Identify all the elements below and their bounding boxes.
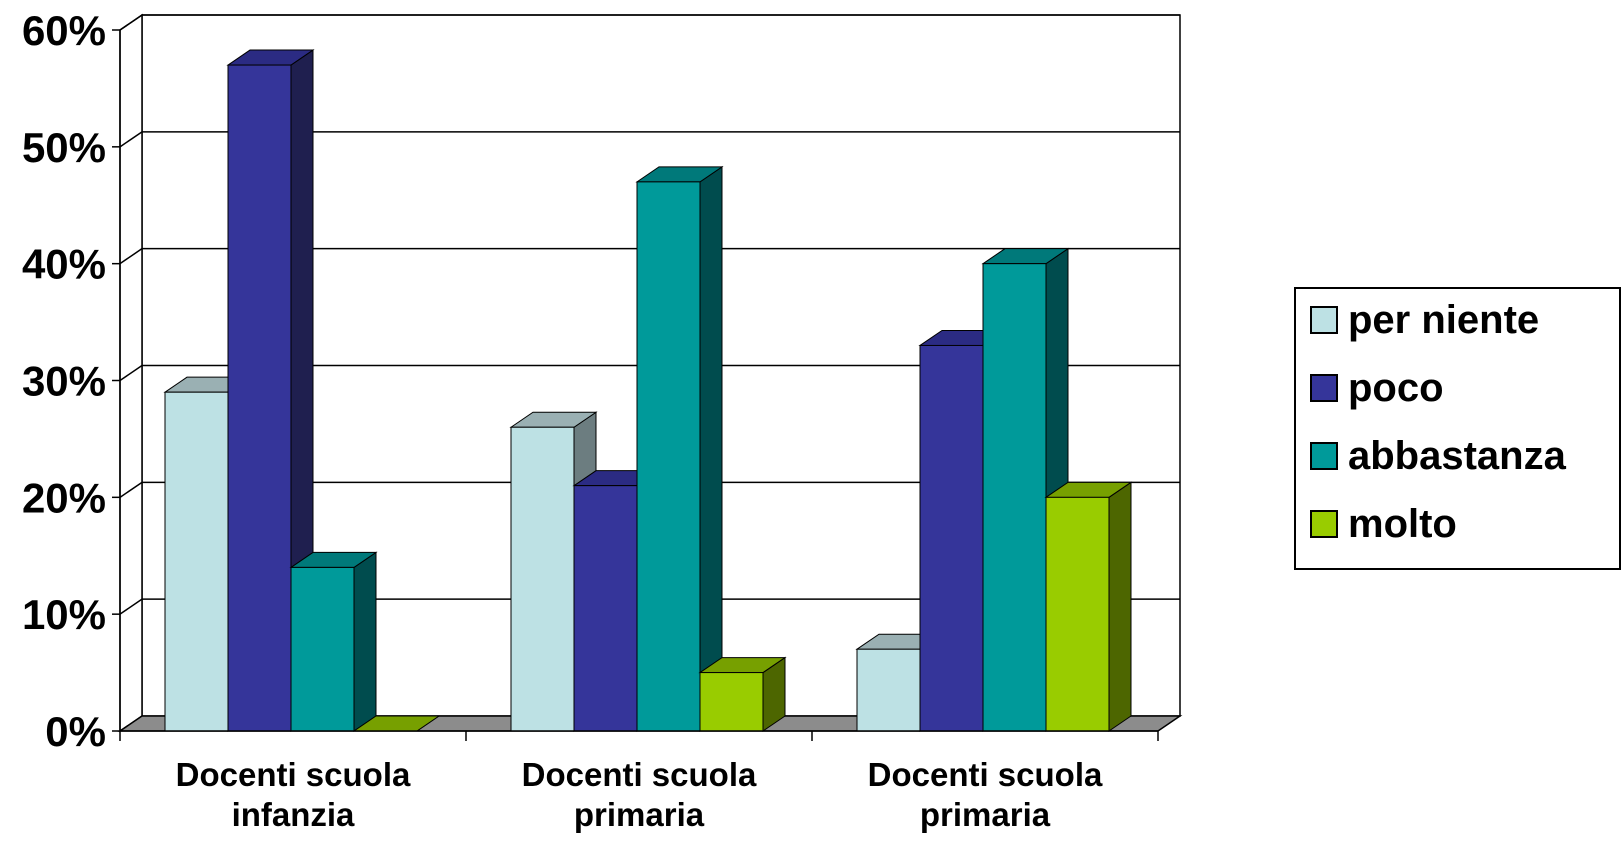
bar-abbastanza-1 [289,551,378,732]
legend-swatch-molto [1310,510,1338,538]
legend-label-abbastanza: abbastanza [1348,433,1566,478]
gridline-side [119,248,143,265]
x-tick-label-line: primaria [920,796,1051,833]
legend-swatch-per-niente [1310,306,1338,334]
x-tick-label-line: infanzia [232,796,355,833]
y-tick-label: 20% [22,474,106,521]
bar-side [1108,481,1132,732]
legend-label-molto: molto [1348,501,1457,546]
x-tick-label: Docenti scuola infanzia [176,756,411,833]
legend-item-abbastanza: abbastanza [1310,431,1566,481]
bar-front [573,485,638,732]
bar-front [699,672,764,732]
x-tick-label: Docenti scuola primaria [522,756,757,833]
bar-front [164,391,229,732]
y-tick-label: 10% [22,591,106,638]
bar-front [290,566,355,732]
bar-front [636,181,701,732]
y-tick-label: 60% [22,7,106,54]
bar-front [982,263,1047,732]
legend-item-molto: molto [1310,499,1457,549]
legend-item-per-niente: per niente [1310,295,1539,345]
legend-swatch-abbastanza [1310,442,1338,470]
gridline-side [119,131,143,148]
y-tick-label: 40% [22,241,106,288]
legend: per niente poco abbastanza molto [1294,287,1621,570]
bar-front [919,344,984,732]
x-tick-label-line: Docenti scuola [176,756,411,793]
gridline-side [119,14,143,31]
bar-molto-2 [698,656,787,732]
gridline-side [119,364,143,382]
bar-side [699,165,723,732]
bar-abbastanza-2 [635,165,724,732]
x-tick-label-line: Docenti scuola [522,756,757,793]
legend-item-poco: poco [1310,363,1444,413]
legend-label-poco: poco [1348,365,1444,410]
bar-front [227,64,292,732]
axes [112,29,1159,741]
bar-front [856,648,921,732]
bar-front [1045,496,1110,732]
gridline-side [119,598,143,615]
y-tick-label: 0% [45,708,106,755]
bars [163,49,1133,732]
x-tick-label-line: primaria [574,796,705,833]
legend-label-per-niente: per niente [1348,297,1540,342]
y-tick-label: 50% [22,124,106,171]
gridline-side [119,481,143,498]
x-tick-label: Docenti scuola primaria [868,756,1103,833]
bar-poco-1 [226,49,315,732]
x-tick-label-line: Docenti scuola [868,756,1103,793]
y-tick-label: 30% [22,358,106,405]
y-tick-labels: 0% 10% 20% 30% 40% 50% 60% [22,7,106,755]
bar-front [510,426,575,732]
bar-molto-3 [1044,481,1133,732]
legend-swatch-poco [1310,374,1338,402]
bar-side [353,551,377,732]
